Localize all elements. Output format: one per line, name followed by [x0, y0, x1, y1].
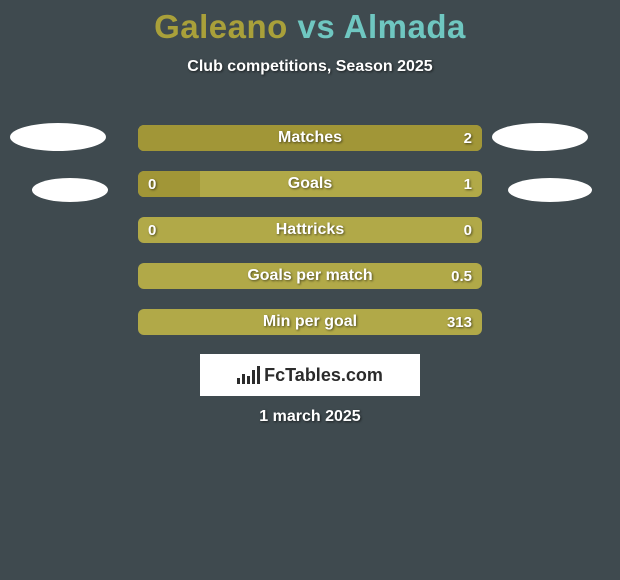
stat-label: Hattricks: [138, 217, 482, 243]
stat-row: 313Min per goal: [138, 309, 482, 335]
title-player2: Almada: [344, 8, 466, 45]
stat-row: 2Matches: [138, 125, 482, 151]
ellipse-placeholder: [10, 123, 106, 151]
stat-value-right: 1: [464, 171, 472, 197]
branding-text: FcTables.com: [264, 365, 383, 386]
stat-value-left: 0: [148, 171, 156, 197]
page-title: Galeano vs Almada: [0, 0, 620, 46]
stat-row: 0 0Hattricks: [138, 217, 482, 243]
ellipse-placeholder: [32, 178, 108, 202]
stat-value-right: 0: [464, 217, 472, 243]
title-vs: vs: [298, 8, 336, 45]
date-label: 1 march 2025: [0, 408, 620, 426]
stat-value-right: 313: [447, 309, 472, 335]
comparison-infographic: Galeano vs Almada Club competitions, Sea…: [0, 0, 620, 580]
stat-label: Goals per match: [138, 263, 482, 289]
stat-value-right: 0.5: [451, 263, 472, 289]
title-player1: Galeano: [154, 8, 288, 45]
stat-label: Min per goal: [138, 309, 482, 335]
ellipse-placeholder: [492, 123, 588, 151]
stat-row: 0.5Goals per match: [138, 263, 482, 289]
bar-chart-icon: [237, 366, 260, 384]
stats-rows: 2Matches01Goals00Hattricks0.5Goals per m…: [138, 125, 482, 355]
branding-badge: FcTables.com: [200, 354, 420, 396]
stat-row: 01Goals: [138, 171, 482, 197]
subtitle: Club competitions, Season 2025: [0, 58, 620, 76]
stat-value-left: 0: [148, 217, 156, 243]
ellipse-placeholder: [508, 178, 592, 202]
stat-value-right: 2: [464, 125, 472, 151]
fill-right: [138, 125, 482, 151]
